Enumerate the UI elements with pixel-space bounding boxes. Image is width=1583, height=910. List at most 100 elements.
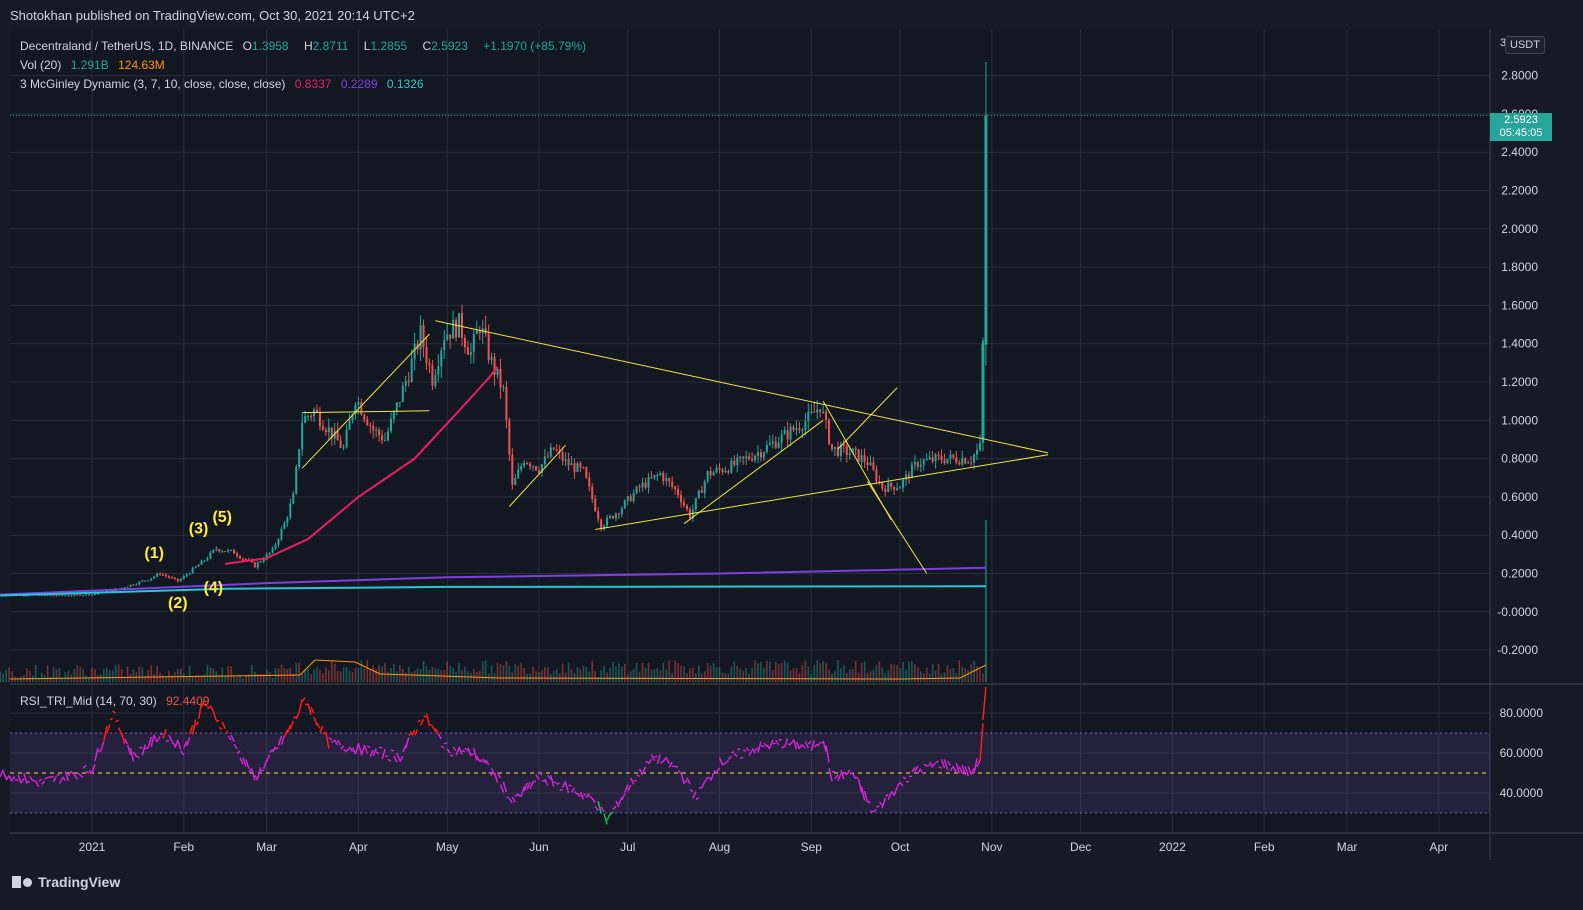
volume-bar [733, 661, 736, 682]
candle-body [496, 368, 499, 375]
volume-bar [218, 675, 221, 682]
rsi-line-segment [792, 738, 798, 750]
volume-bar [582, 665, 585, 682]
candle-body [360, 402, 363, 415]
mcginley-label[interactable]: 3 McGinley Dynamic (3, 7, 10, close, clo… [20, 77, 286, 91]
rsi-line-segment [61, 776, 66, 782]
rsi-line-segment [230, 734, 235, 742]
rsi-line-segment [405, 737, 410, 749]
volume-bar [29, 670, 31, 682]
candle-body [514, 478, 517, 485]
volume-bar [822, 661, 824, 682]
candle-body [910, 464, 913, 479]
candle-body [458, 313, 461, 338]
candle-body [520, 466, 523, 470]
rsi-line-segment [35, 780, 40, 788]
x-tick-label: Apr [349, 840, 368, 854]
volume-bar [650, 669, 653, 682]
volume-bar [532, 666, 534, 682]
rsi-line-segment [890, 790, 895, 796]
rsi-line-segment [180, 750, 185, 756]
rsi-line-segment [647, 758, 653, 765]
symbol-title[interactable]: Decentraland / TetherUS, 1D, BINANCE [20, 39, 234, 53]
rsi-line-segment [91, 764, 96, 774]
rsi-line-segment [254, 774, 259, 781]
candle-body [413, 343, 416, 359]
currency-unit-button[interactable]: USDT [1505, 36, 1545, 54]
tradingview-logo[interactable]: TradingView [12, 874, 120, 890]
candle-body [822, 411, 825, 413]
candle-body [561, 452, 564, 461]
volume-bar [357, 668, 360, 682]
volume-bar [123, 676, 126, 682]
rsi-label[interactable]: RSI_TRI_Mid (14, 70, 30) [20, 694, 157, 708]
rsi-line-segment [556, 782, 561, 786]
mcginley-teal-line [0, 585, 986, 597]
x-tick-label: Feb [173, 840, 194, 854]
rsi-line-segment [64, 771, 70, 782]
candle-body [617, 513, 620, 515]
volume-bar [629, 671, 632, 682]
rsi-line-segment [588, 795, 593, 800]
rsi-line-segment [207, 706, 211, 710]
volume-bar [458, 663, 460, 682]
rsi-line-segment [810, 740, 815, 752]
x-tick-label: Jul [620, 840, 635, 854]
rsi-line-segment [11, 776, 16, 781]
volume-bar [783, 661, 786, 682]
volume-bar [49, 676, 52, 682]
volume-bar [547, 667, 549, 682]
volume-bar [251, 664, 253, 682]
rsi-line-segment [668, 761, 673, 768]
candle-body [342, 447, 345, 449]
volume-bar [236, 677, 238, 682]
rsi-line-segment [485, 759, 490, 766]
candle-body [919, 464, 922, 467]
rsi-line-segment [357, 742, 363, 754]
rsi-line-segment [58, 778, 64, 785]
candle-body [638, 486, 641, 488]
candle-body [836, 447, 839, 456]
volume-bar [869, 671, 872, 682]
candle-body [434, 375, 437, 386]
volume-bar [795, 667, 798, 682]
volume-bar [206, 664, 209, 682]
candle-body [641, 482, 644, 488]
candle-body [768, 443, 771, 446]
rsi-line-segment [165, 739, 170, 742]
wave-label: (2) [168, 595, 188, 612]
candle-body [819, 409, 822, 413]
rsi-line-segment [153, 735, 158, 743]
candle-body [902, 479, 905, 488]
rsi-line-segment [44, 776, 48, 780]
volume-bar [242, 677, 244, 682]
volume-label[interactable]: Vol (20) [20, 58, 62, 72]
volume-bar [177, 669, 179, 682]
rsi-line-segment [417, 719, 421, 723]
volume-bar [147, 669, 150, 682]
volume-bar [114, 664, 117, 682]
candle-body [452, 320, 455, 339]
candle-body [606, 517, 609, 526]
candle-body [502, 386, 505, 388]
volume-bar [144, 676, 147, 682]
candle-body [295, 467, 298, 494]
symbol-legend: Decentraland / TetherUS, 1D, BINANCE O2.… [20, 39, 592, 53]
candle-body [857, 449, 860, 462]
rsi-line-segment [251, 769, 256, 781]
candle-body [298, 449, 301, 468]
candle-body [289, 503, 292, 518]
rsi-line-segment [322, 732, 327, 735]
volume-bar [387, 671, 389, 682]
volume-bar [517, 665, 520, 682]
volume-bar [496, 662, 499, 682]
candle-body [644, 482, 647, 488]
volume-bar [766, 660, 768, 682]
rsi-line-segment [573, 790, 578, 796]
rsi-line-segment [470, 753, 474, 756]
volume-bar [946, 665, 949, 682]
candle-body [126, 586, 129, 588]
rsi-line-segment [313, 716, 318, 726]
candle-body [851, 448, 854, 454]
